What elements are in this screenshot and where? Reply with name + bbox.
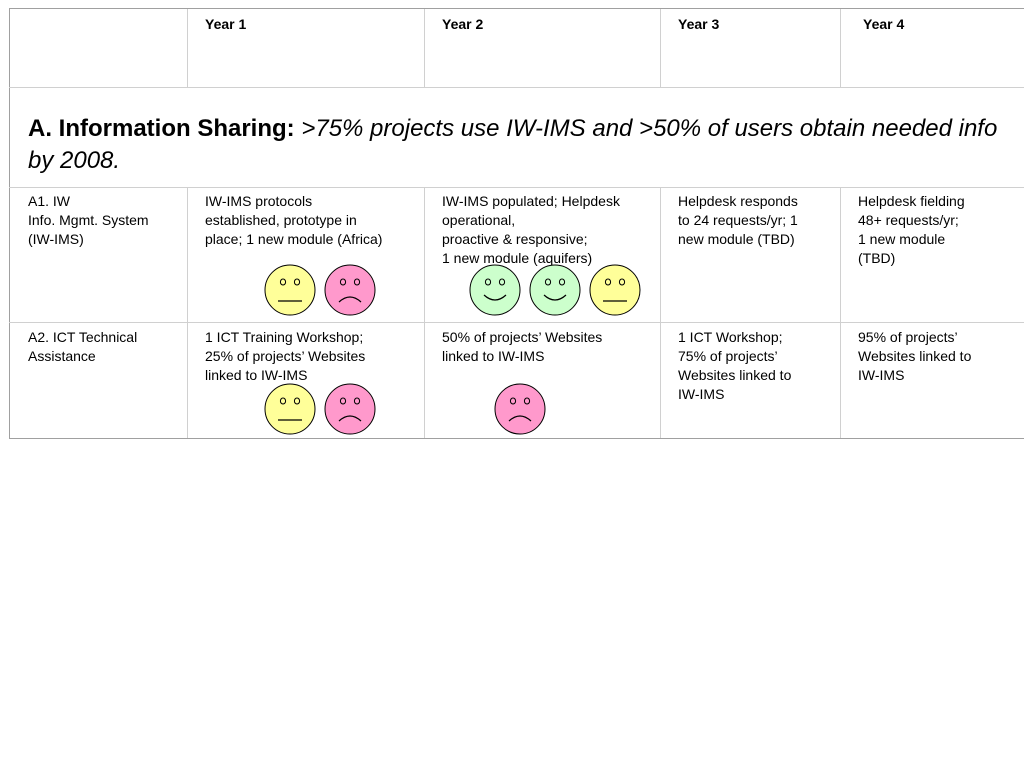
row-a2-name: A2. ICT Technical Assistance (28, 329, 138, 364)
header-year-2: Year 2 (442, 16, 484, 32)
happy-face-icon (529, 264, 581, 316)
header-year-4: Year 4 (863, 16, 905, 32)
row-a2-year-2: 50% of projects’ Websites linked to IW-I… (442, 329, 603, 364)
row-a1-year-4: Helpdesk fielding 48+ requests/yr; 1 new… (858, 193, 965, 266)
row-a2-year-4: 95% of projects’ Websites linked to IW-I… (858, 329, 972, 383)
column-divider (840, 9, 841, 87)
section-title: A. Information Sharing: >75% projects us… (28, 113, 1008, 177)
happy-face-icon (469, 264, 521, 316)
neutral-face-icon (589, 264, 641, 316)
section-goal: >75% projects use IW-IMS and >50% of use… (28, 115, 998, 174)
sad-face-icon (494, 383, 546, 435)
row-divider (9, 187, 1024, 188)
row-a2-year-3: 1 ICT Workshop; 75% of projects’ Website… (678, 329, 792, 402)
row-a1-year-2: IW-IMS populated; Helpdesk operational, … (442, 193, 620, 266)
column-divider (424, 188, 425, 438)
row-a1-name: A1. IW Info. Mgmt. System (IW-IMS) (28, 193, 149, 247)
neutral-face-icon (264, 264, 316, 316)
column-divider (660, 9, 661, 87)
column-divider (424, 9, 425, 87)
row-divider (9, 322, 1024, 323)
progress-table (9, 8, 1024, 439)
header-year-1: Year 1 (205, 16, 247, 32)
column-divider (660, 188, 661, 438)
row-a1-year-1: IW-IMS protocols established, prototype … (205, 193, 383, 247)
sad-face-icon (324, 264, 376, 316)
row-a2-year-1: 1 ICT Training Workshop; 25% of projects… (205, 329, 366, 383)
header-year-3: Year 3 (678, 16, 720, 32)
column-divider (187, 188, 188, 438)
sad-face-icon (324, 383, 376, 435)
column-divider (187, 9, 188, 87)
section-label: A. Information Sharing: (28, 115, 295, 142)
row-divider (9, 87, 1024, 88)
neutral-face-icon (264, 383, 316, 435)
row-a1-year-3: Helpdesk responds to 24 requests/yr; 1 n… (678, 193, 798, 247)
column-divider (840, 188, 841, 438)
